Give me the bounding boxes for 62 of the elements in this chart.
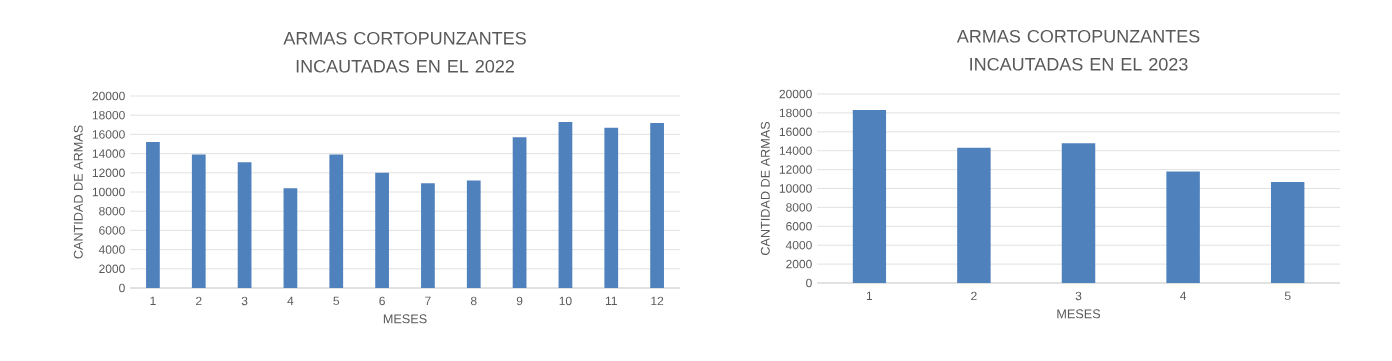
y-tick-label: 20000 — [92, 91, 125, 101]
x-tick-label: 5 — [1284, 291, 1291, 301]
x-tick-label: 6 — [379, 296, 385, 306]
y-tick-label: 8000 — [786, 203, 812, 212]
chart-title: ARMAS CORTOPUNZANTES INCAUTADAS EN EL 2022 — [283, 31, 526, 73]
y-tick-label: 12000 — [92, 168, 125, 178]
y-tick-label: 0 — [119, 283, 125, 293]
x-tick-label: 11 — [605, 296, 617, 305]
y-axis-title: CANTIDAD DE ARMAS — [73, 125, 83, 259]
y-tick-label: 2000 — [99, 264, 125, 274]
y-tick-label: 12000 — [779, 165, 812, 174]
bar — [604, 127, 619, 288]
y-tick-label: 14000 — [92, 149, 125, 158]
x-tick-label: 5 — [333, 296, 340, 306]
y-tick-label: 18000 — [92, 110, 125, 120]
bar — [558, 121, 573, 288]
y-tick-label: 4000 — [98, 245, 125, 254]
y-tick-label: 10000 — [92, 187, 125, 197]
bar — [421, 183, 435, 288]
x-axis-title: MESES — [1057, 309, 1101, 319]
x-tick-label: 2 — [196, 296, 202, 306]
x-tick-label: 2 — [971, 291, 977, 301]
x-tick-label: 4 — [287, 296, 294, 305]
bar — [1061, 143, 1096, 283]
bar — [650, 122, 664, 288]
x-tick-label: 3 — [1075, 291, 1082, 301]
bar — [237, 162, 252, 288]
bar — [852, 110, 887, 283]
x-tick-label: 7 — [425, 296, 431, 305]
y-tick-label: 20000 — [779, 89, 812, 99]
y-tick-label: 6000 — [99, 226, 125, 235]
x-tick-label: 12 — [651, 296, 664, 306]
chart-title: ARMAS CORTOPUNZANTES INCAUTADAS EN EL 2023 — [956, 29, 1200, 71]
x-tick-label: 10 — [559, 296, 572, 306]
bar — [1166, 171, 1200, 283]
x-tick-label: 3 — [241, 296, 248, 306]
bar — [283, 188, 298, 288]
bar — [512, 137, 527, 288]
bar — [466, 180, 481, 288]
y-tick-label: 10000 — [779, 184, 812, 193]
y-axis-title: CANTIDAD DE ARMAS — [760, 121, 770, 256]
y-tick-label: 14000 — [779, 146, 812, 155]
y-tick-label: 2000 — [786, 259, 812, 269]
y-tick-label: 8000 — [99, 206, 125, 216]
x-tick-label: 1 — [150, 296, 156, 305]
x-tick-label: 4 — [1180, 291, 1187, 300]
bar — [957, 147, 991, 283]
x-tick-label: 8 — [470, 296, 477, 306]
y-tick-label: 18000 — [779, 108, 812, 118]
y-tick-label: 6000 — [786, 222, 812, 231]
y-tick-label: 16000 — [779, 127, 812, 137]
x-axis-title: MESES — [383, 314, 427, 324]
x-tick-label: 9 — [516, 296, 523, 306]
bar — [191, 154, 206, 288]
bar — [375, 172, 389, 288]
y-tick-label: 4000 — [785, 240, 812, 250]
x-tick-label: 1 — [866, 291, 873, 300]
y-tick-label: 0 — [806, 278, 812, 288]
bar — [146, 142, 160, 288]
bar — [329, 154, 344, 288]
y-tick-label: 16000 — [92, 130, 125, 139]
bar — [1270, 181, 1305, 283]
